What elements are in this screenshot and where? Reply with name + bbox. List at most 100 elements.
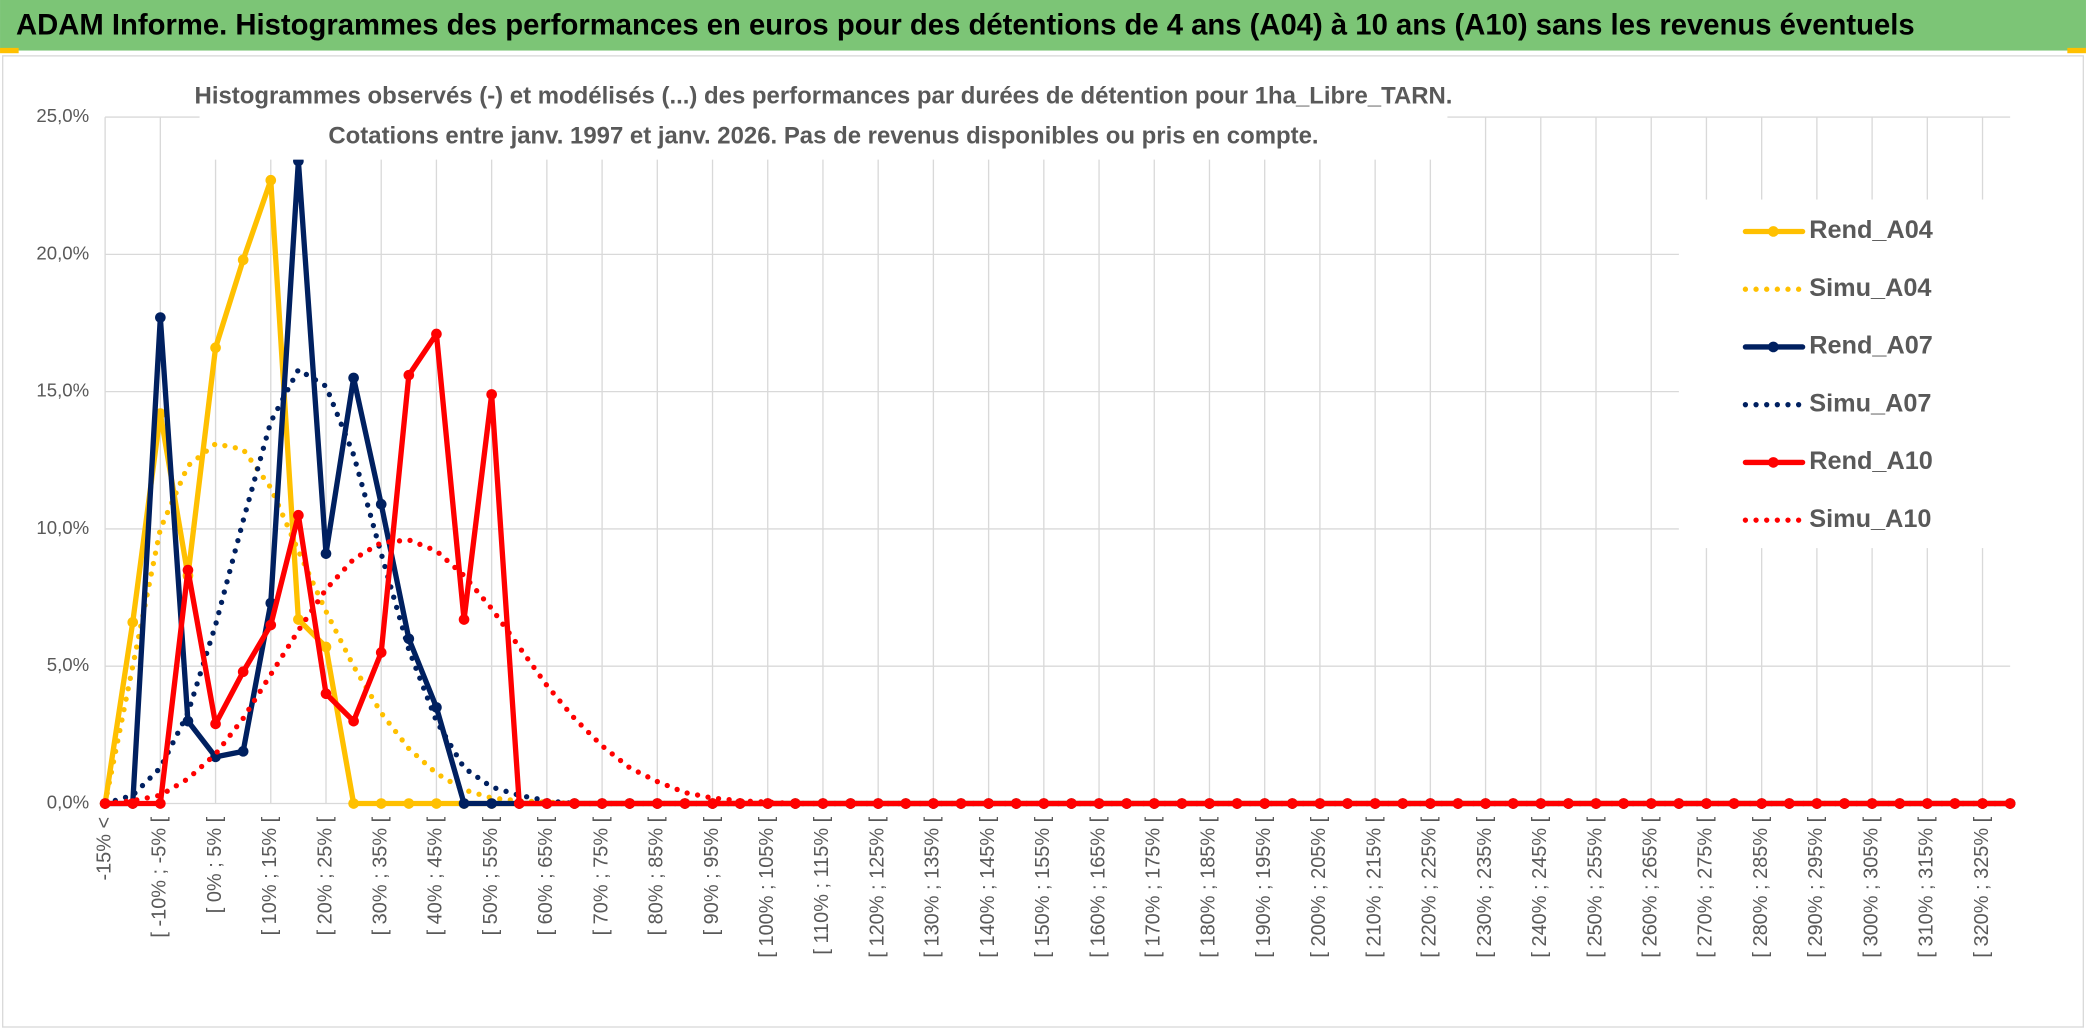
x-tick-label: [ 130% ; 135% [ [922, 816, 944, 957]
series-line [102, 537, 2013, 807]
marker [320, 688, 332, 700]
x-tick-label: [ 50% ; 55% [ [480, 816, 502, 935]
marker [348, 372, 359, 384]
x-tick-label: [ 120% ; 125% [ [866, 816, 888, 957]
corner-left [0, 47, 19, 54]
marker [1314, 798, 1326, 809]
marker [1590, 798, 1602, 809]
x-tick-label: [ 80% ; 85% [ [646, 816, 668, 935]
x-tick-label: [ 150% ; 155% [ [1032, 816, 1054, 957]
marker [1397, 798, 1409, 809]
x-tick-label: [ 140% ; 145% [ [977, 816, 999, 957]
legend-box [1678, 199, 2012, 549]
marker [403, 369, 415, 381]
x-tick-label: [ 110% ; 115% [ [811, 816, 833, 954]
x-tick-label: [ 40% ; 45% [ [425, 816, 447, 935]
y-tick-label: 25,0% [36, 105, 89, 126]
marker [1866, 798, 1878, 809]
x-tick-label: [ 70% ; 75% [ [590, 816, 612, 935]
x-tick-label: [ 310% ; 315% [ [1916, 816, 1938, 957]
marker [707, 798, 718, 809]
marker [900, 798, 912, 809]
legend-label: Simu_A10 [1809, 505, 1931, 533]
marker [1038, 798, 1050, 809]
x-tick-label: [ 60% ; 65% [ [535, 816, 557, 935]
x-tick-label: [ 230% ; 235% [ [1474, 816, 1496, 957]
x-tick-label: [ 20% ; 25% [ [314, 816, 336, 935]
x-tick-label: [ 180% ; 185% [ [1198, 816, 1220, 957]
marker [679, 798, 691, 809]
legend-label: Rend_A07 [1809, 332, 1933, 360]
x-tick-label: [ 290% ; 295% [ [1805, 816, 1827, 957]
x-tick-label: [ 300% ; 305% [ [1860, 816, 1882, 957]
marker [431, 328, 442, 340]
marker [1369, 798, 1381, 809]
marker [237, 746, 249, 757]
corner-right [2067, 47, 2086, 54]
header-title: ADAM Informe. Histogrammes des performan… [16, 9, 1915, 41]
marker [1921, 798, 1933, 809]
marker [845, 798, 856, 809]
marker [210, 718, 221, 730]
marker [1452, 798, 1464, 809]
chart-title: Histogrammes observés (-) et modélisés (… [195, 82, 1453, 109]
y-tick-label: 10,0% [36, 517, 89, 538]
x-tick-label: -15% < [93, 817, 115, 881]
marker [375, 498, 387, 510]
marker [624, 798, 636, 809]
marker [983, 798, 994, 809]
marker [541, 798, 553, 809]
marker [155, 312, 166, 323]
x-tick-label: [ 260% ; 265% [ [1639, 816, 1661, 957]
marker [210, 342, 221, 354]
marker [458, 614, 470, 625]
marker [1783, 798, 1795, 809]
marker [1259, 798, 1271, 809]
marker [237, 254, 249, 266]
chart-frame [2, 55, 2084, 1028]
marker [293, 614, 304, 625]
x-tick-label: [ 90% ; 95% [ [701, 816, 723, 935]
x-tick-label: [ 30% ; 35% [ [369, 816, 391, 935]
legend-label: Simu_A07 [1809, 389, 1931, 417]
marker [403, 798, 415, 809]
marker [596, 798, 608, 809]
marker [1121, 798, 1132, 809]
marker [348, 798, 359, 809]
legend-marker [1768, 226, 1779, 237]
marker [320, 548, 332, 559]
legend: Rend_A04 Simu_A04 Rend_A07 Simu_A07 Rend_A10… [1678, 199, 2012, 549]
marker [1507, 798, 1519, 809]
marker [182, 564, 194, 576]
marker [293, 509, 304, 521]
legend-marker [1768, 341, 1779, 353]
x-tick-label: [ 270% ; 275% [ [1695, 816, 1717, 957]
marker [2004, 798, 2016, 809]
y-tick-label: 20,0% [36, 242, 89, 263]
marker [431, 702, 442, 713]
marker [513, 798, 525, 809]
legend-label: Rend_A04 [1809, 216, 1933, 244]
legend-marker [1768, 457, 1779, 468]
x-tick-label: [ 190% ; 195% [ [1253, 816, 1275, 957]
legend-label: Rend_A10 [1809, 447, 1933, 475]
x-tick-label: [ -10% ; -5% [ [149, 816, 171, 937]
x-tick-label: [ 160% ; 165% [ [1087, 816, 1109, 957]
x-tick-label: [ 170% ; 175% [ [1143, 816, 1165, 957]
x-tick-label: [ 250% ; 255% [ [1584, 816, 1606, 957]
header-bar [0, 0, 2086, 51]
marker [1535, 798, 1547, 809]
marker [1645, 798, 1657, 809]
marker [431, 798, 442, 809]
title-box [199, 74, 1448, 160]
x-tick-label: [ 200% ; 205% [ [1308, 816, 1330, 957]
x-tick-label: [ 100% ; 105% [ [756, 816, 778, 957]
marker [486, 798, 497, 809]
marker [486, 389, 497, 400]
marker [651, 798, 663, 809]
marker [375, 798, 387, 809]
marker [320, 641, 332, 653]
marker [155, 798, 166, 809]
